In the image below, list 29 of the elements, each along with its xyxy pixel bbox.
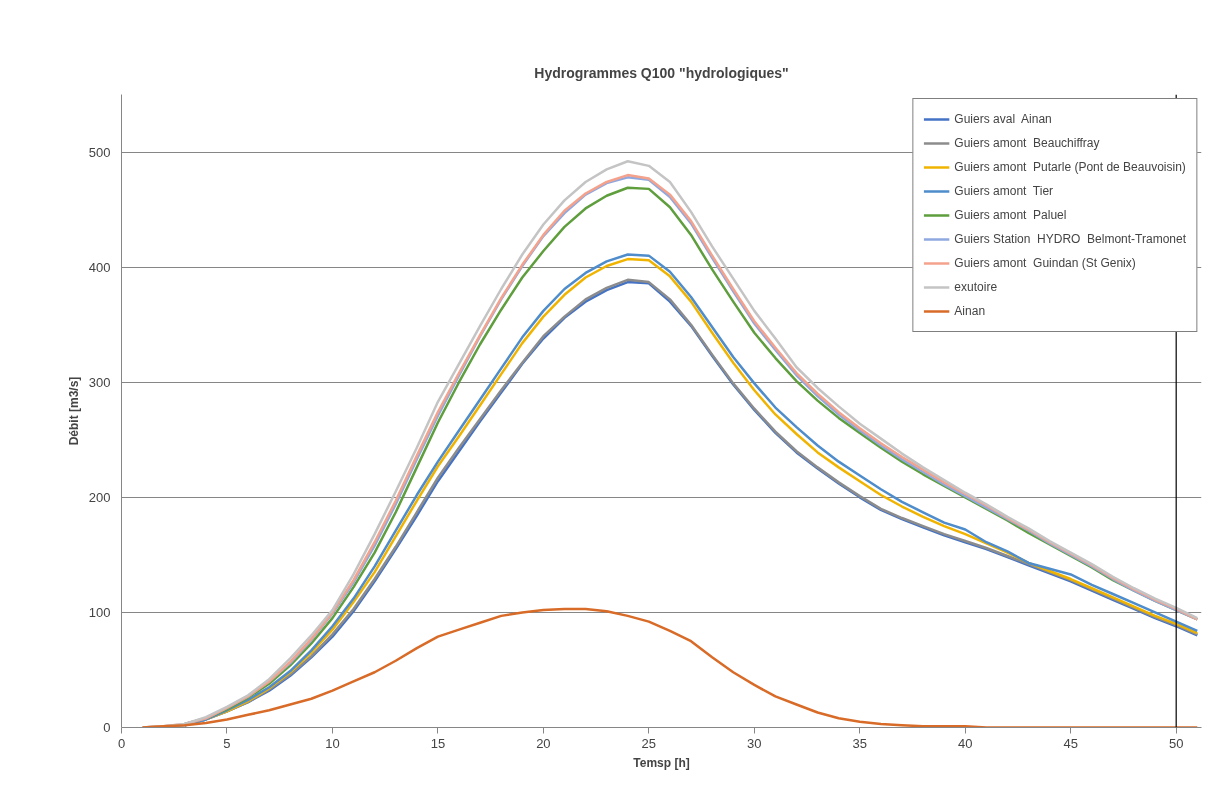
y-tick-label: 100 (88, 604, 111, 620)
x-tick-label: 20 (536, 735, 551, 751)
legend-label: Guiers amont Tier (954, 183, 1054, 200)
legend-label: Guiers amont Putarle (Pont de Beauvoisin) (954, 159, 1186, 176)
y-tick-label: 200 (88, 489, 111, 505)
x-tick-label: 50 (1168, 735, 1184, 751)
x-tick-label: 15 (430, 735, 446, 751)
x-tick-label: 10 (325, 735, 340, 751)
y-tick-label: 0 (103, 720, 111, 735)
x-tick-label: 5 (223, 735, 231, 751)
x-tick-label: 25 (641, 735, 657, 751)
x-tick-label: 0 (117, 735, 126, 751)
legend-label: Guiers Station HYDRO Belmont-Tramonet (954, 231, 1186, 248)
x-tick-label: 35 (852, 735, 868, 751)
x-tick-label: 30 (747, 735, 762, 751)
legend-label: Guiers amont Paluel (954, 207, 1067, 224)
x-tick-label: 40 (958, 735, 973, 751)
legend-label: Ainan (954, 303, 986, 320)
chart-title: Hydrogrammes Q100 "hydrologiques" (534, 64, 789, 81)
x-tick-label: 45 (1063, 735, 1078, 751)
y-axis-title: Débit [m3/s] (66, 376, 81, 446)
y-tick-label: 500 (88, 144, 111, 160)
legend-label: exutoire (954, 279, 998, 296)
legend-label: Guiers amont Guindan (St Genix) (954, 255, 1136, 272)
x-axis-title: Temsp [h] (633, 755, 690, 770)
y-tick-label: 400 (88, 259, 111, 275)
y-tick-label: 300 (88, 374, 111, 390)
legend-label: Guiers amont Beauchiffray (954, 135, 1100, 152)
legend-label: Guiers aval Ainan (954, 111, 1052, 128)
